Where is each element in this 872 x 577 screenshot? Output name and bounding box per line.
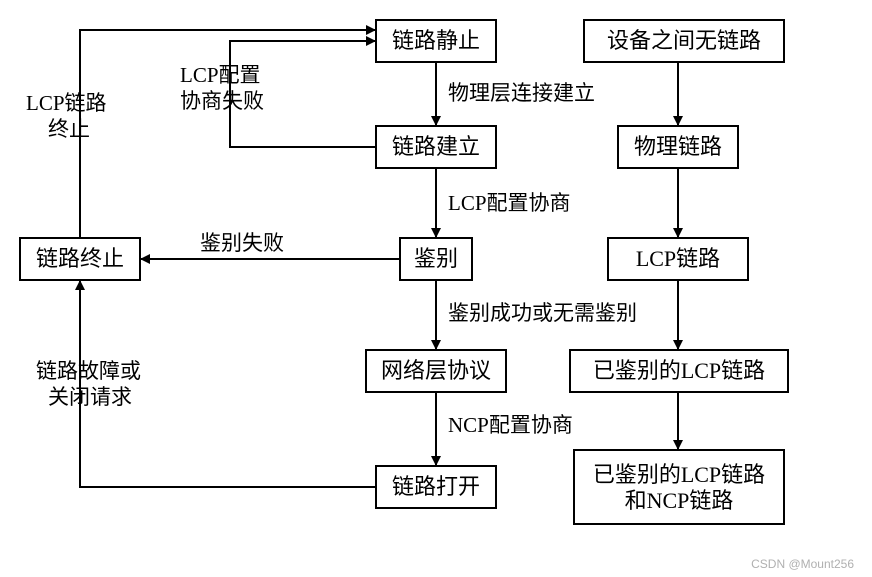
edge-label-lcp-term-1: LCP链路 <box>26 91 107 115</box>
node-authed-lcp: 已鉴别的LCP链路 <box>570 350 788 392</box>
node-network-protocol: 网络层协议 <box>366 350 506 392</box>
edge-label-lcp-nego: LCP配置协商 <box>448 191 571 215</box>
edge-lcp-term <box>80 30 376 238</box>
node-label: LCP链路 <box>636 246 720 271</box>
node-label: 链路打开 <box>392 474 480 499</box>
edge-label-lcp-fail-2: 协商失败 <box>180 89 264 113</box>
edge-label-lcp-term-2: 终止 <box>48 117 90 141</box>
node-label: 已鉴别的LCP链路 <box>593 462 765 487</box>
node-link-open: 链路打开 <box>376 466 496 508</box>
node-no-link: 设备之间无链路 <box>584 20 784 62</box>
node-link-idle: 链路静止 <box>376 20 496 62</box>
node-physical-link: 物理链路 <box>618 126 738 168</box>
node-authed-lcp-ncp: 已鉴别的LCP链路 和NCP链路 <box>574 450 784 524</box>
node-link-terminate: 链路终止 <box>20 238 140 280</box>
node-label: 和NCP链路 <box>625 488 734 513</box>
node-label: 链路静止 <box>392 28 480 53</box>
node-label: 网络层协议 <box>381 358 491 383</box>
node-label: 鉴别 <box>414 246 458 271</box>
flowchart-canvas: 链路静止 设备之间无链路 链路建立 物理链路 鉴别 LCP链路 链路终止 网络层… <box>0 0 872 577</box>
node-label: 链路建立 <box>392 134 480 159</box>
node-auth: 鉴别 <box>400 238 472 280</box>
node-label: 设备之间无链路 <box>607 28 761 53</box>
node-label: 已鉴别的LCP链路 <box>593 358 765 383</box>
edge-label-fault-1: 链路故障或 <box>36 359 141 383</box>
node-label: 物理链路 <box>634 134 722 159</box>
edge-label-phy-conn: 物理层连接建立 <box>448 81 595 105</box>
edge-fault <box>80 280 376 487</box>
watermark-text: CSDN @Mount256 <box>751 557 854 571</box>
edge-label-ncp-nego: NCP配置协商 <box>448 413 573 437</box>
edge-label-fault-2: 关闭请求 <box>48 385 132 409</box>
node-link-establish: 链路建立 <box>376 126 496 168</box>
edge-label-auth-fail: 鉴别失败 <box>200 231 284 255</box>
edge-label-lcp-fail-1: LCP配置 <box>180 63 261 87</box>
edge-label-auth-ok: 鉴别成功或无需鉴别 <box>448 301 637 325</box>
node-lcp-link: LCP链路 <box>608 238 748 280</box>
node-label: 链路终止 <box>36 246 124 271</box>
